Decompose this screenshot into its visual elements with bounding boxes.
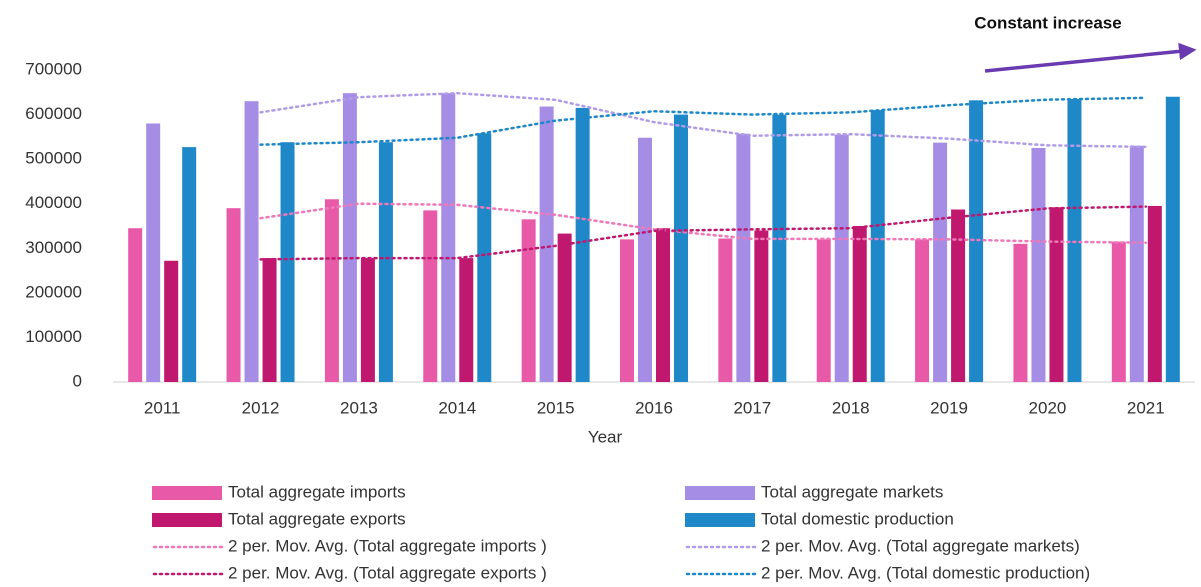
bar bbox=[870, 110, 885, 382]
x-tick-label: 2016 bbox=[635, 398, 673, 417]
x-tick-label: 2019 bbox=[930, 398, 968, 417]
bar bbox=[674, 114, 688, 383]
bar bbox=[1129, 145, 1144, 382]
bar bbox=[226, 208, 241, 382]
bar bbox=[360, 258, 375, 382]
y-tick-label: 500000 bbox=[25, 149, 82, 168]
bar bbox=[736, 133, 751, 382]
legend-label: 2 per. Mov. Avg. (Total aggregate import… bbox=[228, 536, 547, 555]
bar bbox=[915, 239, 930, 382]
bar bbox=[772, 114, 787, 383]
bar bbox=[1031, 148, 1046, 382]
legend-label: 2 per. Mov. Avg. (Total domestic product… bbox=[761, 563, 1090, 582]
x-axis-label: Year bbox=[588, 427, 623, 446]
bar bbox=[521, 219, 536, 382]
bar bbox=[539, 106, 554, 382]
x-tick-label: 2018 bbox=[832, 398, 870, 417]
legend-label: 2 per. Mov. Avg. (Total aggregate export… bbox=[228, 563, 547, 582]
legend-label: Total aggregate markets bbox=[761, 482, 943, 501]
y-tick-label: 0 bbox=[73, 371, 82, 390]
bar bbox=[342, 93, 357, 383]
bar bbox=[324, 199, 339, 382]
bar bbox=[834, 134, 849, 382]
y-tick-label: 700000 bbox=[25, 59, 82, 78]
x-tick-label: 2020 bbox=[1029, 398, 1067, 417]
bar bbox=[852, 226, 867, 382]
bar bbox=[477, 133, 492, 382]
x-tick-label: 2015 bbox=[537, 398, 575, 417]
bar bbox=[1067, 98, 1082, 382]
x-tick-label: 2011 bbox=[144, 398, 181, 417]
bar bbox=[557, 233, 572, 382]
y-tick-label: 200000 bbox=[25, 282, 82, 301]
bar bbox=[164, 260, 179, 382]
moving-average-line bbox=[259, 205, 1148, 261]
bar bbox=[816, 239, 831, 382]
bar bbox=[969, 100, 984, 383]
bar bbox=[262, 258, 277, 382]
moving-average-line bbox=[259, 202, 1148, 244]
legend-label: 2 per. Mov. Avg. (Total aggregate market… bbox=[761, 536, 1080, 555]
bar bbox=[951, 209, 966, 382]
x-tick-label: 2021 bbox=[1127, 398, 1165, 417]
bar bbox=[1111, 241, 1126, 382]
bar bbox=[575, 107, 590, 382]
bar bbox=[1165, 96, 1180, 382]
legend-swatch bbox=[685, 513, 755, 527]
bar bbox=[146, 123, 161, 382]
y-tick-label: 300000 bbox=[25, 238, 82, 257]
legend-label: Total aggregate exports bbox=[228, 509, 406, 528]
bar bbox=[656, 228, 670, 382]
annotation: Constant increase bbox=[974, 13, 1121, 32]
bar bbox=[1013, 243, 1028, 382]
bar bbox=[933, 142, 948, 382]
legend-label: Total domestic production bbox=[761, 509, 954, 528]
legend-swatch bbox=[685, 486, 755, 500]
bar bbox=[378, 142, 393, 382]
bar bbox=[459, 258, 474, 382]
bar bbox=[1147, 205, 1162, 382]
bar bbox=[1049, 207, 1064, 382]
bar bbox=[128, 228, 143, 382]
bar bbox=[280, 142, 295, 382]
y-tick-label: 100000 bbox=[25, 327, 82, 346]
bar bbox=[638, 137, 652, 382]
bar bbox=[441, 93, 456, 383]
bar bbox=[244, 101, 259, 382]
x-tick-label: 2013 bbox=[340, 398, 378, 417]
moving-average-line bbox=[259, 96, 1148, 146]
bar bbox=[423, 210, 438, 382]
bar bbox=[718, 238, 733, 382]
moving-average-line bbox=[259, 91, 1148, 149]
legend-swatch bbox=[152, 486, 222, 500]
legend-label: Total aggregate imports bbox=[228, 482, 406, 501]
legend-swatch bbox=[152, 513, 222, 527]
arrow bbox=[984, 42, 1197, 73]
y-tick-label: 600000 bbox=[25, 104, 82, 123]
bar bbox=[620, 239, 634, 382]
y-tick-label: 400000 bbox=[25, 193, 82, 212]
x-tick-label: 2012 bbox=[242, 398, 280, 417]
x-tick-label: 2017 bbox=[733, 398, 771, 417]
bar bbox=[754, 230, 769, 382]
x-tick-label: 2014 bbox=[438, 398, 476, 417]
bar bbox=[182, 147, 197, 382]
